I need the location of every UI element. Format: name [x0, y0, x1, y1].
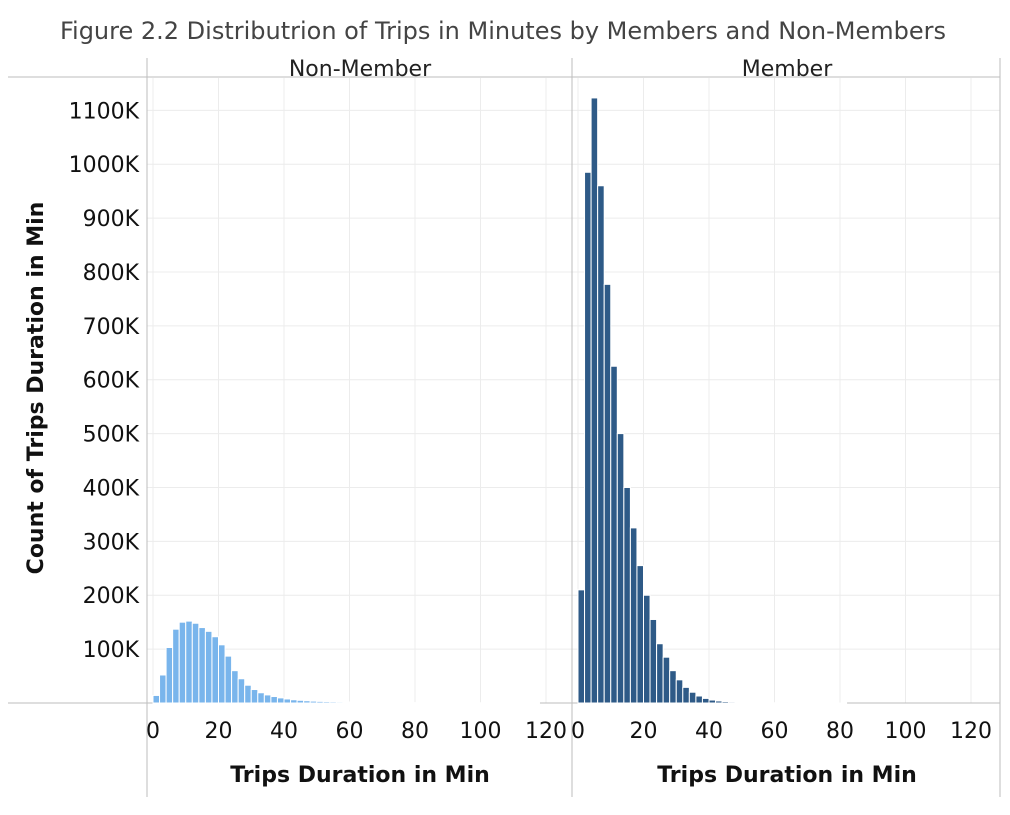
bar-non-member-54 — [330, 702, 337, 703]
bar-non-member-2 — [160, 675, 167, 703]
bar-non-member-6 — [173, 629, 180, 703]
bar-non-member-24 — [232, 671, 239, 703]
bar-non-member-44 — [297, 700, 304, 703]
bar-member-2 — [585, 172, 592, 703]
bar-member-34 — [689, 692, 696, 703]
y-tick-label: 700K — [83, 315, 140, 340]
bar-member-20 — [644, 595, 651, 703]
bar-non-member-32 — [258, 693, 265, 703]
bar-member-40 — [709, 700, 716, 703]
bar-non-member-16 — [205, 631, 212, 703]
bar-member-42 — [716, 701, 723, 703]
bar-non-member-8 — [179, 622, 186, 703]
x-tick-label: 80 — [401, 719, 429, 744]
bar-non-member-50 — [317, 701, 324, 703]
bar-non-member-12 — [192, 623, 199, 703]
bar-member-26 — [663, 657, 670, 703]
pane-label-member: Member — [742, 57, 833, 82]
bar-non-member-4 — [166, 648, 173, 703]
bar-member-50 — [742, 702, 749, 703]
bar-member-32 — [683, 687, 690, 703]
bar-member-8 — [604, 284, 611, 703]
x-tick-label: 0 — [571, 719, 585, 744]
x-tick-label: 60 — [761, 719, 789, 744]
bar-member-10 — [611, 366, 618, 703]
bar-non-member-38 — [277, 698, 284, 703]
x-tick-label: 120 — [950, 719, 992, 744]
y-tick-label: 900K — [83, 207, 140, 232]
chart-title: Figure 2.2 Distributrion of Trips in Min… — [60, 17, 946, 45]
bar-member-6 — [598, 186, 605, 703]
bar-member-16 — [630, 528, 637, 703]
y-tick-label: 500K — [83, 423, 140, 448]
y-tick-label: 800K — [83, 261, 140, 286]
bar-non-member-42 — [291, 700, 298, 703]
bar-member-30 — [676, 680, 683, 703]
x-tick-label: 120 — [525, 719, 567, 744]
y-tick-label: 100K — [83, 638, 140, 663]
bar-non-member-56 — [336, 702, 343, 703]
bar-non-member-40 — [284, 699, 291, 703]
bar-non-member-68 — [376, 702, 383, 703]
x-axis-title: Trips Duration in Min — [230, 763, 490, 788]
bar-non-member-14 — [199, 628, 206, 703]
bar-member-44 — [722, 702, 729, 703]
bar-non-member-52 — [323, 702, 330, 703]
bar-non-member-30 — [251, 690, 258, 703]
x-tick-label: 0 — [146, 719, 160, 744]
x-tick-label: 40 — [270, 719, 298, 744]
bar-non-member-18 — [212, 637, 219, 703]
bar-non-member-20 — [219, 645, 226, 703]
gridlines — [147, 78, 1000, 703]
bar-member-22 — [650, 619, 657, 703]
x-tick-label: 20 — [630, 719, 658, 744]
x-tick-label: 100 — [460, 719, 502, 744]
bar-non-member-28 — [245, 685, 252, 703]
plot-frame — [8, 58, 1000, 797]
x-tick-label: 20 — [205, 719, 233, 744]
bar-member-46 — [729, 702, 736, 703]
bar-non-member-46 — [304, 701, 311, 703]
bar-member-36 — [696, 696, 703, 703]
bar-member-24 — [657, 644, 664, 703]
bar-non-member-34 — [264, 695, 271, 703]
x-tick-label: 80 — [826, 719, 854, 744]
bar-non-member-60 — [350, 702, 357, 703]
bar-non-member-22 — [225, 656, 232, 703]
bar-member-38 — [702, 698, 709, 703]
y-tick-label: 200K — [83, 584, 140, 609]
bar-non-member-36 — [271, 697, 278, 703]
x-axis-title: Trips Duration in Min — [657, 763, 917, 788]
y-tick-label: 1000K — [69, 153, 140, 178]
bar-non-member-26 — [238, 679, 245, 703]
bar-non-member-10 — [186, 621, 193, 703]
bar-member-12 — [617, 434, 624, 703]
bar-non-member-66 — [369, 702, 376, 703]
x-tick-label: 100 — [885, 719, 927, 744]
bar-member-28 — [670, 671, 677, 703]
bar-member-0 — [578, 590, 585, 703]
bar-non-member-58 — [343, 702, 350, 703]
bar-member-14 — [624, 487, 631, 703]
x-tick-label: 60 — [336, 719, 364, 744]
y-tick-label: 600K — [83, 369, 140, 394]
bar-non-member-0 — [153, 695, 160, 703]
bar-member-48 — [735, 702, 742, 703]
y-tick-label: 1100K — [69, 99, 140, 124]
y-axis-title: Count of Trips Duration in Min — [24, 202, 49, 575]
bar-non-member-62 — [356, 702, 363, 703]
y-tick-label: 400K — [83, 476, 140, 501]
bar-non-member-64 — [363, 702, 370, 703]
bar-non-member-48 — [310, 701, 317, 703]
bar-member-18 — [637, 566, 644, 703]
pane-label-non-member: Non-Member — [289, 57, 432, 82]
y-tick-label: 300K — [83, 530, 140, 555]
bar-member-4 — [591, 98, 598, 703]
bars — [153, 98, 847, 703]
x-tick-label: 40 — [695, 719, 723, 744]
